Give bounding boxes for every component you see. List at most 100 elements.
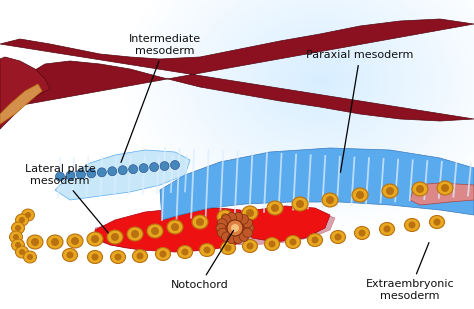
Polygon shape [160,148,474,220]
Circle shape [76,170,85,179]
Circle shape [13,234,19,240]
Circle shape [246,243,254,249]
Text: Paraxial mesoderm: Paraxial mesoderm [306,50,414,172]
Ellipse shape [67,234,83,248]
Circle shape [19,217,25,223]
Ellipse shape [242,206,258,220]
Circle shape [137,252,144,260]
Ellipse shape [217,210,233,224]
Circle shape [386,187,394,195]
Circle shape [128,165,137,174]
Circle shape [246,209,254,217]
Polygon shape [55,150,190,200]
Ellipse shape [355,226,370,239]
Circle shape [19,249,25,255]
Ellipse shape [87,232,103,246]
Ellipse shape [264,238,280,251]
Ellipse shape [221,214,231,224]
Circle shape [160,162,169,171]
Ellipse shape [267,201,283,215]
Ellipse shape [429,215,445,228]
Ellipse shape [221,232,231,241]
Circle shape [27,254,33,260]
Circle shape [326,196,334,204]
Ellipse shape [352,188,368,202]
Circle shape [15,225,21,231]
Circle shape [87,169,96,178]
Ellipse shape [228,212,237,222]
Circle shape [296,200,304,208]
Ellipse shape [243,239,257,252]
Ellipse shape [308,234,322,247]
Circle shape [25,212,31,218]
Ellipse shape [218,219,228,228]
Ellipse shape [404,218,419,231]
Ellipse shape [330,231,346,243]
Ellipse shape [218,228,228,237]
Ellipse shape [21,209,35,221]
Circle shape [441,184,449,192]
Circle shape [151,227,159,235]
Ellipse shape [9,231,22,243]
Circle shape [111,233,119,241]
Ellipse shape [244,223,254,232]
Circle shape [31,238,39,246]
Circle shape [434,218,440,226]
Circle shape [139,164,148,173]
Circle shape [225,244,231,252]
Polygon shape [0,19,474,121]
Ellipse shape [200,243,215,256]
Ellipse shape [133,249,147,263]
Circle shape [108,167,117,176]
Ellipse shape [234,234,243,244]
Circle shape [66,252,73,259]
Ellipse shape [11,239,25,251]
Text: Extraembryonic
mesoderm: Extraembryonic mesoderm [365,243,454,301]
Polygon shape [410,183,474,205]
Ellipse shape [239,214,248,224]
Circle shape [66,171,75,180]
Circle shape [227,220,243,236]
Circle shape [51,238,59,246]
Circle shape [71,237,79,245]
Ellipse shape [16,214,28,226]
Ellipse shape [16,246,28,258]
Circle shape [409,222,416,228]
Circle shape [171,160,180,170]
Circle shape [131,230,139,238]
Ellipse shape [228,234,237,244]
Text: Notochord: Notochord [171,231,234,290]
Circle shape [97,168,106,177]
Ellipse shape [216,223,226,232]
Ellipse shape [380,222,394,235]
Ellipse shape [382,184,398,198]
Ellipse shape [243,219,253,228]
Polygon shape [95,208,248,252]
Ellipse shape [167,220,183,234]
Circle shape [203,247,210,253]
Ellipse shape [412,182,428,196]
Circle shape [196,218,204,226]
Circle shape [268,240,275,248]
Circle shape [91,235,99,243]
Circle shape [15,242,21,248]
Circle shape [311,236,319,243]
Circle shape [55,172,64,181]
Circle shape [115,253,121,260]
Ellipse shape [110,251,126,264]
Ellipse shape [63,248,78,261]
Ellipse shape [177,245,192,259]
Circle shape [356,191,364,199]
Circle shape [231,224,239,232]
Circle shape [171,223,179,231]
Text: Lateral plate
mesoderm: Lateral plate mesoderm [25,164,108,233]
Ellipse shape [107,230,123,244]
Ellipse shape [47,235,63,249]
Text: Intermediate
mesoderm: Intermediate mesoderm [121,34,201,163]
Circle shape [290,239,297,245]
Ellipse shape [234,212,243,222]
Circle shape [150,163,159,171]
Ellipse shape [322,193,338,207]
Circle shape [118,166,127,175]
Ellipse shape [437,181,453,195]
